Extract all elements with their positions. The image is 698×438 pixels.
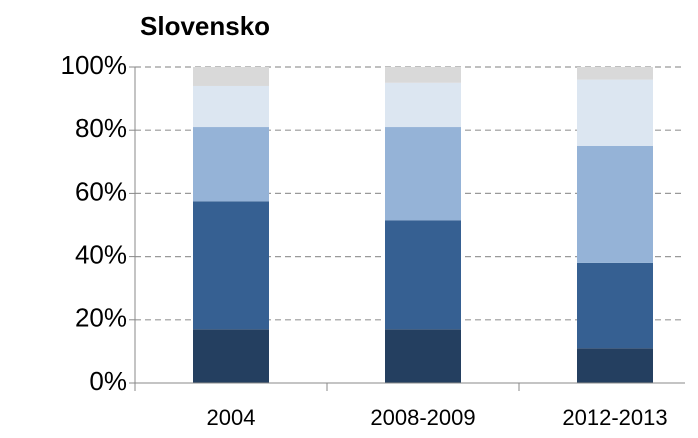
- bar-segment: [193, 329, 269, 383]
- y-tick-label: 20%: [75, 303, 127, 333]
- bar-segment: [193, 201, 269, 330]
- bar-segment: [385, 82, 461, 128]
- bar-segment: [577, 348, 653, 383]
- bar-segment: [193, 85, 269, 128]
- bar-segment: [577, 146, 653, 263]
- chart-title: Slovensko: [140, 11, 270, 41]
- bar-segment: [385, 220, 461, 330]
- x-tick-label: 2012-2013: [562, 405, 667, 430]
- bar-segment: [385, 67, 461, 83]
- bar-segment: [577, 67, 653, 80]
- y-tick-label: 80%: [75, 113, 127, 143]
- bar-segment: [193, 127, 269, 202]
- bar-segment: [577, 79, 653, 146]
- bar-segment: [577, 262, 653, 349]
- x-tick-label: 2004: [207, 405, 256, 430]
- y-tick-label: 100%: [61, 50, 128, 80]
- bar-segment: [193, 67, 269, 86]
- x-tick-label: 2008-2009: [370, 405, 475, 430]
- y-tick-label: 60%: [75, 176, 127, 206]
- bar-segment: [385, 127, 461, 221]
- bar-segment: [385, 329, 461, 383]
- y-tick-label: 0%: [89, 366, 127, 396]
- y-tick-label: 40%: [75, 239, 127, 269]
